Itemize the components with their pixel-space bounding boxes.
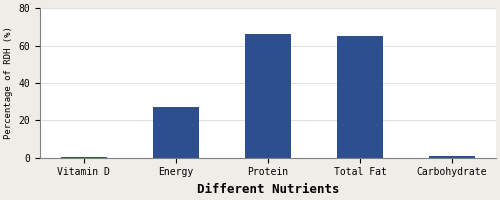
Bar (61, 157, 107, 158)
Bar (153, 107, 199, 158)
X-axis label: Different Nutrients: Different Nutrients (197, 183, 340, 196)
Bar (429, 156, 475, 158)
Bar (245, 34, 291, 158)
Bar (337, 36, 383, 158)
Y-axis label: Percentage of RDH (%): Percentage of RDH (%) (4, 26, 13, 139)
